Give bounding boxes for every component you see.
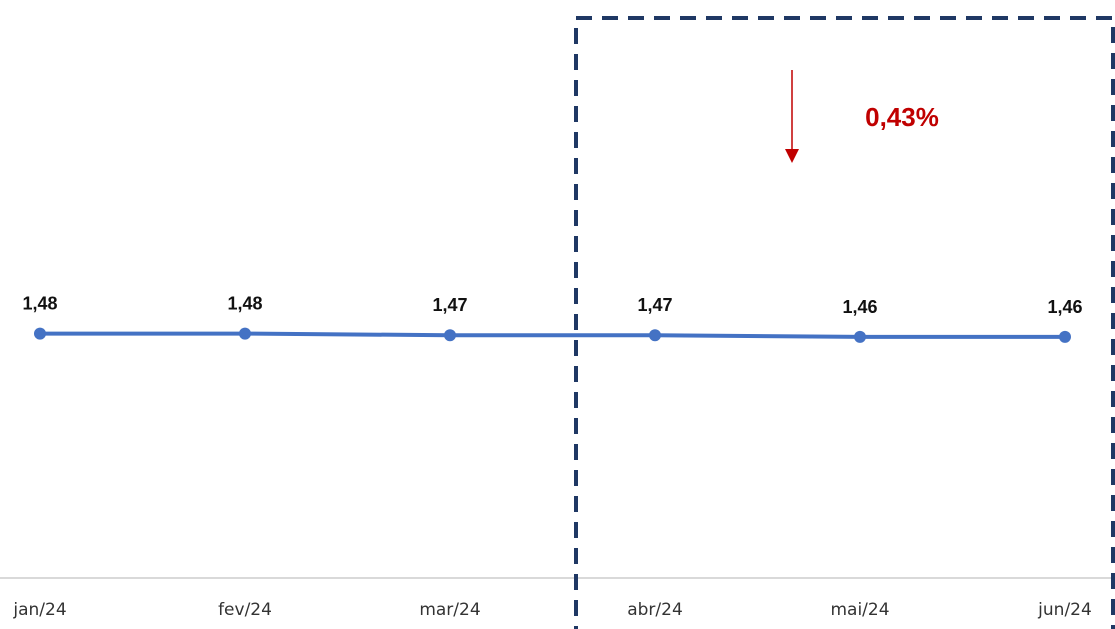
x-tick-labels: jan/24 fev/24 mar/24 abr/24 mai/24 jun/24 (12, 600, 1091, 620)
highlight-box (574, 16, 1115, 629)
data-points (34, 327, 1071, 343)
data-point (854, 330, 866, 343)
x-tick-label: mai/24 (830, 600, 889, 620)
x-tick-label: abr/24 (627, 600, 683, 620)
x-tick-label: fev/24 (218, 600, 272, 620)
data-point (444, 329, 456, 342)
data-point (34, 327, 46, 340)
data-label: 1,46 (1047, 297, 1082, 317)
x-tick-label: mar/24 (419, 600, 480, 620)
data-label: 1,47 (637, 295, 672, 315)
data-label: 1,47 (432, 295, 467, 315)
data-point (1059, 330, 1071, 343)
data-labels: 1,48 1,48 1,47 1,47 1,46 1,46 (22, 294, 1082, 317)
data-label: 1,48 (227, 294, 262, 314)
trend-arrow-head (785, 149, 799, 163)
data-label: 1,46 (842, 297, 877, 317)
data-label: 1,48 (22, 294, 57, 314)
x-tick-label: jun/24 (1037, 600, 1092, 620)
data-point (649, 329, 661, 342)
series-line (38, 331, 1067, 339)
x-tick-label: jan/24 (12, 600, 66, 620)
change-percent-label: 0,43% (865, 102, 939, 132)
data-point (239, 327, 251, 340)
